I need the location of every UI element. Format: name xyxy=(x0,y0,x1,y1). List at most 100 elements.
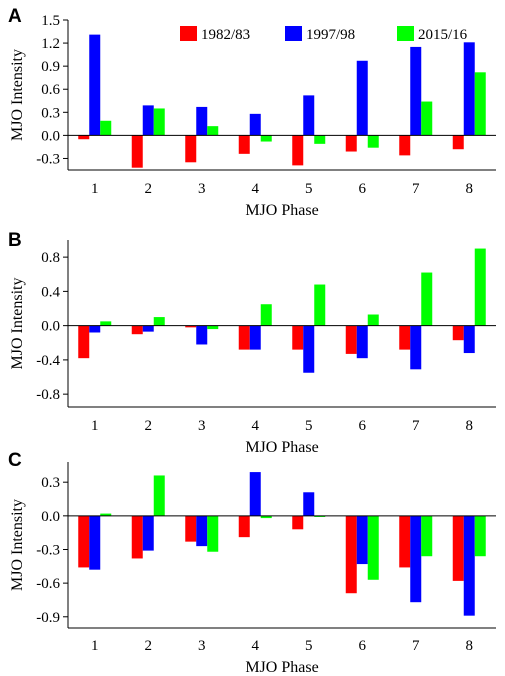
x-tick-label: 5 xyxy=(305,638,313,654)
bar-2015-16-phase-1 xyxy=(100,513,112,516)
x-tick-label: 3 xyxy=(198,418,206,434)
bar-2015-16-phase-3 xyxy=(207,515,219,552)
bar-1997-98-phase-4 xyxy=(249,325,261,350)
panel-letter: A xyxy=(8,6,22,27)
x-tick-label: 4 xyxy=(252,181,260,197)
bar-2015-16-phase-8 xyxy=(474,72,486,136)
bar-1997-98-phase-1 xyxy=(89,515,101,570)
y-tick-label: -0.3 xyxy=(36,151,60,167)
y-tick-label: 0.8 xyxy=(41,250,60,266)
legend-swatch xyxy=(397,26,414,41)
y-tick-label: 0.3 xyxy=(41,475,60,491)
bar-1997-98-phase-3 xyxy=(196,106,208,136)
y-tick-label: 1.2 xyxy=(41,36,60,52)
bar-2015-16-phase-3 xyxy=(207,325,219,330)
y-tick-label: 0.0 xyxy=(41,319,60,335)
bar-2015-16-phase-7 xyxy=(421,515,433,557)
bar-2015-16-phase-4 xyxy=(260,304,272,326)
bar-1997-98-phase-1 xyxy=(89,34,101,136)
bar-2015-16-phase-8 xyxy=(474,515,486,557)
bar-2015-16-phase-2 xyxy=(153,108,165,136)
x-tick-label: 8 xyxy=(466,181,474,197)
bar-1997-98-phase-7 xyxy=(410,46,422,136)
bar-2015-16-phase-2 xyxy=(153,317,165,326)
x-tick-label: 4 xyxy=(252,418,260,434)
bar-1982-83-phase-5 xyxy=(292,325,304,350)
x-tick-label: 2 xyxy=(145,638,153,654)
x-tick-label: 5 xyxy=(305,181,313,197)
panel-letter: C xyxy=(8,450,22,471)
bar-1997-98-phase-4 xyxy=(249,113,261,136)
bar-1982-83-phase-3 xyxy=(185,135,197,163)
bar-1982-83-phase-4 xyxy=(238,515,250,538)
y-tick-label: 0.3 xyxy=(41,105,60,121)
bar-1982-83-phase-3 xyxy=(185,325,197,328)
bar-2015-16-phase-6 xyxy=(367,314,379,326)
bar-1982-83-phase-2 xyxy=(131,325,143,335)
bar-1997-98-phase-8 xyxy=(463,325,475,354)
x-tick-label: 7 xyxy=(412,638,420,654)
x-tick-label: 8 xyxy=(466,638,474,654)
y-axis-title: MJO Intensity xyxy=(9,49,26,141)
bar-1982-83-phase-1 xyxy=(78,135,90,140)
bar-1997-98-phase-8 xyxy=(463,515,475,616)
bar-1997-98-phase-3 xyxy=(196,325,208,345)
bar-2015-16-phase-5 xyxy=(314,135,326,144)
bar-1997-98-phase-6 xyxy=(356,515,368,565)
x-tick-label: 2 xyxy=(145,181,153,197)
legend-label: 1997/98 xyxy=(306,27,355,43)
x-tick-label: 6 xyxy=(359,638,367,654)
panel-a: A MJO Intensity -0.3 0.0 0.3 0.6 0.9 1.2 1.5 1 2 3 4… xyxy=(8,6,496,219)
bar-1982-83-phase-5 xyxy=(292,515,304,530)
bar-1982-83-phase-7 xyxy=(399,135,411,156)
bar-1982-83-phase-8 xyxy=(452,135,464,150)
y-axis-title: MJO Intensity xyxy=(9,278,26,370)
bar-1982-83-phase-2 xyxy=(131,135,143,168)
x-tick-label: 1 xyxy=(91,181,99,197)
x-axis-title: MJO Phase xyxy=(245,659,318,676)
x-tick-label: 7 xyxy=(412,418,420,434)
bar-1982-83-phase-6 xyxy=(345,515,357,594)
x-tick-label: 1 xyxy=(91,418,99,434)
y-tick-label: 0.0 xyxy=(41,128,60,144)
x-tick-label: 3 xyxy=(198,638,206,654)
bar-1982-83-phase-6 xyxy=(345,325,357,354)
bar-1982-83-phase-7 xyxy=(399,325,411,350)
y-tick-label: -0.6 xyxy=(36,576,60,592)
legend-label: 2015/16 xyxy=(418,27,468,43)
bar-1982-83-phase-8 xyxy=(452,515,464,581)
y-tick-label: 1.5 xyxy=(41,13,60,29)
x-tick-label: 5 xyxy=(305,418,313,434)
bar-1982-83-phase-1 xyxy=(78,325,90,359)
bar-1997-98-phase-6 xyxy=(356,325,368,359)
legend: 1982/83 1997/98 2015/16 xyxy=(180,26,468,43)
bar-2015-16-phase-1 xyxy=(100,321,112,326)
y-tick-label: 0.0 xyxy=(41,509,60,525)
bar-1997-98-phase-8 xyxy=(463,42,475,136)
bar-2015-16-phase-5 xyxy=(314,284,326,326)
x-axis-title: MJO Phase xyxy=(245,439,318,456)
bar-2015-16-phase-7 xyxy=(421,272,433,326)
bar-1982-83-phase-8 xyxy=(452,325,464,341)
bar-1982-83-phase-4 xyxy=(238,135,250,154)
bar-1997-98-phase-1 xyxy=(89,325,101,333)
panel-b: B MJO Intensity -0.8 -0.4 0.0 0.4 0.8 1 2 3 4 5 6 7 8 M… xyxy=(8,230,496,456)
x-tick-label: 8 xyxy=(466,418,474,434)
bar-2015-16-phase-6 xyxy=(367,515,379,580)
bar-1997-98-phase-5 xyxy=(303,325,315,373)
x-tick-label: 1 xyxy=(91,638,99,654)
legend-label: 1982/83 xyxy=(201,27,250,43)
legend-swatch xyxy=(285,26,302,41)
bar-1982-83-phase-3 xyxy=(185,515,197,542)
bar-2015-16-phase-1 xyxy=(100,120,112,136)
bar-2015-16-phase-5 xyxy=(314,515,326,517)
bar-1982-83-phase-1 xyxy=(78,515,90,568)
bar-1982-83-phase-5 xyxy=(292,135,304,166)
bar-1997-98-phase-2 xyxy=(142,515,154,551)
bar-1982-83-phase-6 xyxy=(345,135,357,152)
bar-1997-98-phase-5 xyxy=(303,492,315,516)
panel-c: C MJO Intensity -0.9 -0.6 -0.3 0.0 0.3 1 2 3 4 5 6 7 8… xyxy=(8,450,496,676)
bar-2015-16-phase-7 xyxy=(421,101,433,136)
bar-1982-83-phase-7 xyxy=(399,515,411,568)
